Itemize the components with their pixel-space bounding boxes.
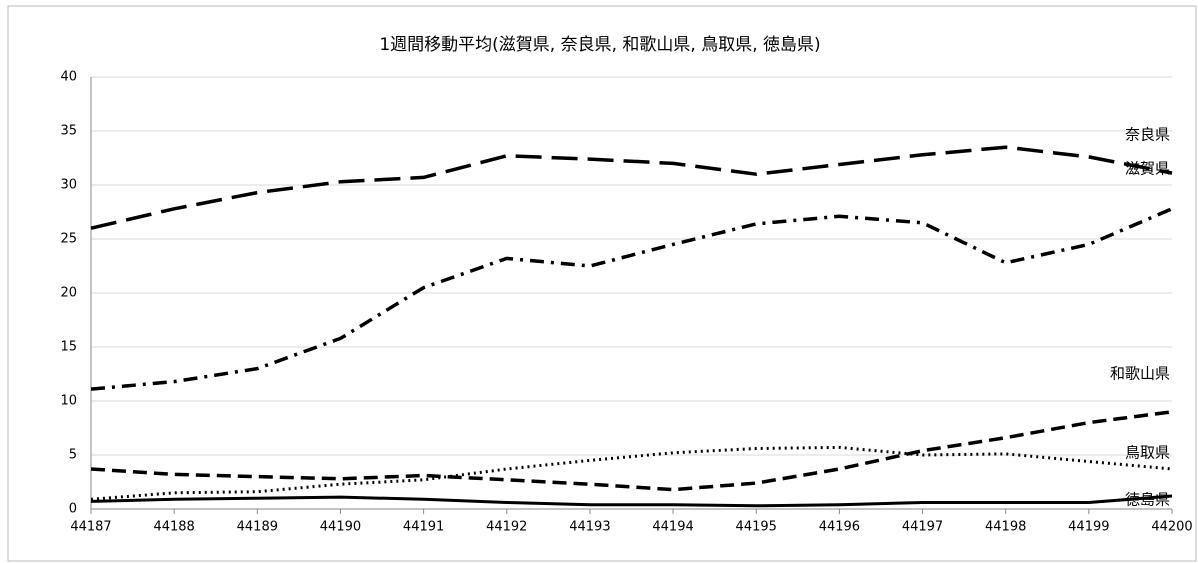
x-tick-label: 44198 xyxy=(985,520,1026,535)
series-label: 鳥取県 xyxy=(1125,444,1170,462)
y-tick-label: 35 xyxy=(60,124,77,139)
y-tick-label: 20 xyxy=(60,286,77,301)
x-tick-label: 44197 xyxy=(902,520,943,535)
series-line xyxy=(90,410,1173,492)
x-tick-label: 44190 xyxy=(320,520,361,535)
x-tick-label: 44189 xyxy=(237,520,278,535)
x-tick-label: 44195 xyxy=(736,520,777,535)
y-tick-label: 25 xyxy=(60,232,77,247)
x-tick-label: 44200 xyxy=(1151,520,1192,535)
series-label: 徳島県 xyxy=(1125,491,1170,509)
series-line xyxy=(90,445,1173,501)
x-tick-label: 44188 xyxy=(153,520,194,535)
chart-frame xyxy=(7,5,1197,562)
series-label: 奈良県 xyxy=(1125,126,1170,144)
x-tick-label: 44199 xyxy=(1068,520,1109,535)
x-tick-label: 44196 xyxy=(819,520,860,535)
x-tick-label: 44187 xyxy=(70,520,111,535)
series-line xyxy=(90,207,1173,391)
y-tick-label: 40 xyxy=(60,70,77,85)
series-label: 滋賀県 xyxy=(1125,159,1170,177)
x-tick-label: 44192 xyxy=(486,520,527,535)
x-tick-label: 44191 xyxy=(403,520,444,535)
series-label: 和歌山県 xyxy=(1110,364,1170,382)
y-tick-label: 30 xyxy=(60,178,77,193)
chart-title: 1週間移動平均(滋賀県, 奈良県, 和歌山県, 鳥取県, 徳島県) xyxy=(379,35,820,55)
x-tick-label: 44193 xyxy=(569,520,610,535)
x-tick-label: 44194 xyxy=(652,520,693,535)
series-line xyxy=(90,494,1173,508)
y-tick-label: 5 xyxy=(69,448,77,463)
y-tick-label: 15 xyxy=(60,340,77,355)
y-tick-label: 10 xyxy=(60,394,77,409)
y-tick-label: 0 xyxy=(69,502,77,517)
series-line xyxy=(90,145,1173,230)
